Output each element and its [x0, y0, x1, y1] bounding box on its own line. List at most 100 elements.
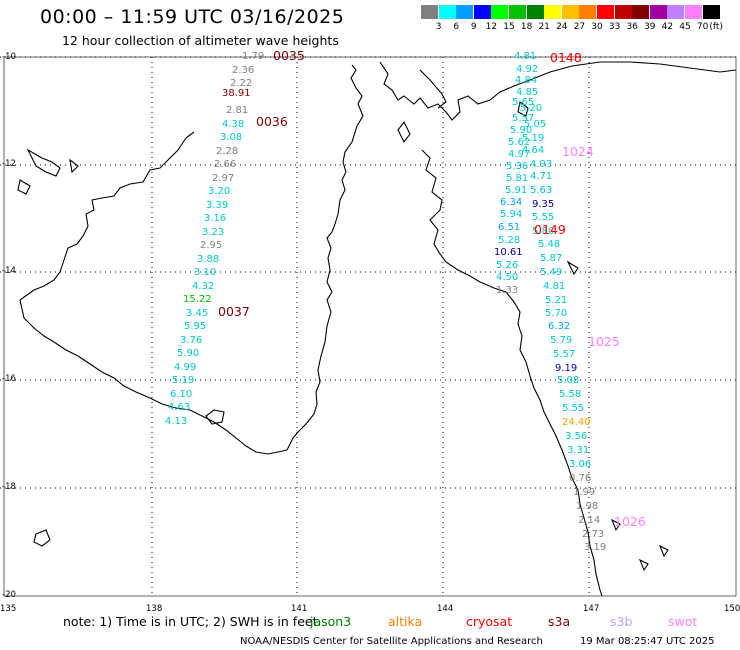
scale-label: 39 [644, 22, 656, 32]
wave-height-value: 2.36 [232, 64, 255, 76]
wave-height-value: 6.34 [500, 197, 523, 208]
wave-height-value: 5.91 [505, 185, 528, 196]
satellite-legend-item: s3b [610, 614, 633, 629]
scale-swatch [561, 5, 579, 19]
lon-label: 150 [724, 604, 740, 614]
wave-height-value: 4.84 [515, 75, 538, 86]
track-cycle-label: 0036 [256, 114, 288, 129]
map-subtitle: 12 hour collection of altimeter wave hei… [62, 33, 339, 48]
track-cycle-label: 1024 [562, 144, 594, 159]
scale-label: 33 [608, 22, 621, 32]
satellite-legend-item: jason3 [310, 614, 352, 629]
scale-swatch [632, 5, 650, 19]
track-cycle-label: 1026 [614, 514, 646, 529]
scale-label: 45 [679, 22, 691, 32]
scale-label: 18 [520, 22, 533, 32]
lon-label: 135 [0, 604, 17, 614]
wave-height-value: 3.88 [197, 253, 220, 265]
wave-height-value: 5.21 [545, 295, 568, 306]
wave-height-value: 5.70 [545, 308, 568, 319]
wave-height-value: 2.14 [578, 515, 601, 526]
wave-height-value: 5.57 [553, 349, 576, 360]
wave-height-value: 5.08 [557, 375, 580, 386]
credit-line: NOAA/NESDIS Center for Satellite Applica… [240, 636, 543, 647]
wave-height-value: 4.32 [192, 280, 215, 292]
wave-height-value: 5.65 [512, 97, 535, 108]
wave-height-value: 15.22 [183, 294, 212, 305]
wave-height-value: 1.79 [242, 51, 265, 62]
wave-height-value: 5.62 [508, 137, 531, 148]
wave-height-value: 4.81 [543, 281, 566, 292]
wave-height-value: 5.20 [520, 103, 543, 114]
scale-label: 3 [435, 22, 442, 32]
lat-label: -18 [2, 482, 16, 492]
wave-height-value: 5.94 [500, 209, 523, 220]
wave-height-value: 5.49 [540, 267, 563, 278]
wave-height-value: 5.28 [498, 235, 521, 246]
wave-height-value: 4.85 [516, 87, 539, 98]
wave-height-value: 3.08 [220, 132, 243, 143]
lat-label: -20 [2, 590, 16, 600]
wave-height-value: 1.99 [573, 487, 596, 498]
scale-swatch [456, 5, 474, 19]
track-cycle-label: 1025 [588, 334, 620, 349]
wave-height-value: 3.56 [565, 431, 588, 442]
scale-unit: (ft) [709, 22, 723, 32]
wave-height-value: 4.64 [522, 145, 545, 156]
scale-label: 42 [661, 22, 674, 32]
scale-swatch [421, 5, 438, 19]
coastline [17, 61, 737, 597]
scale-swatch [491, 5, 509, 19]
wave-height-value: 5.81 [506, 173, 529, 184]
wave-height-value: 4.99 [174, 361, 197, 373]
scale-swatch [473, 5, 491, 19]
wave-height-value: 5.48 [538, 239, 561, 250]
scale-label: 21 [538, 22, 550, 32]
wave-height-value: 3.06 [569, 459, 592, 470]
wave-height-value: 5.79 [550, 335, 573, 346]
track-cycle-label: 0037 [218, 304, 250, 319]
scale-swatch [667, 5, 685, 19]
wave-height-value: 5.58 [559, 389, 582, 400]
lon-label: 138 [146, 604, 163, 614]
scale-label: 30 [591, 22, 603, 32]
wave-height-value: 2.22 [230, 78, 253, 89]
wave-height-value: 4.97 [508, 149, 531, 160]
wave-height-value: 3.45 [186, 307, 209, 319]
satellite-legend-item: s3a [548, 614, 571, 629]
wave-height-value: 3.19 [584, 542, 607, 553]
wave-height-value: 3.10 [194, 267, 217, 278]
scale-swatch [526, 5, 544, 19]
wave-height-value: 4.38 [222, 118, 245, 130]
scale-label: 36 [626, 22, 638, 32]
wave-height-value: 6.10 [170, 388, 193, 400]
wave-height-value: 9.35 [532, 199, 555, 210]
scale-swatch [597, 5, 614, 19]
wave-height-value: 4.71 [530, 171, 553, 182]
lon-label: 144 [437, 604, 454, 614]
wave-height-value: 3.16 [204, 213, 227, 224]
wave-height-value: 0.76 [569, 473, 592, 484]
wave-height-value: 2.95 [200, 240, 223, 251]
wave-height-value: 5.19 [172, 375, 195, 386]
wave-height-value: 5.95 [184, 321, 207, 332]
map-frame [3, 56, 737, 597]
scale-swatch [509, 5, 526, 19]
wave-height-value: 4.93 [530, 159, 553, 170]
lat-label: -12 [2, 159, 16, 169]
wave-height-value: 5.19 [522, 133, 545, 144]
scale-label: 27 [573, 22, 586, 32]
wave-height-value: 10.61 [494, 247, 523, 258]
scale-swatch [702, 5, 720, 19]
lat-label: -14 [2, 266, 16, 276]
wave-height-value: 2.28 [216, 145, 239, 157]
wave-height-value: 5.63 [530, 185, 553, 196]
scale-swatch [685, 5, 702, 19]
lat-label: -10 [2, 52, 16, 62]
wave-height-value: 9.19 [555, 363, 578, 374]
lat-label: -16 [2, 374, 16, 384]
scale-label: 24 [556, 22, 568, 32]
wave-height-value: 4.92 [516, 64, 539, 75]
wave-height-value: 1.33 [496, 285, 519, 296]
wave-height-value: 5.36 [506, 161, 529, 172]
